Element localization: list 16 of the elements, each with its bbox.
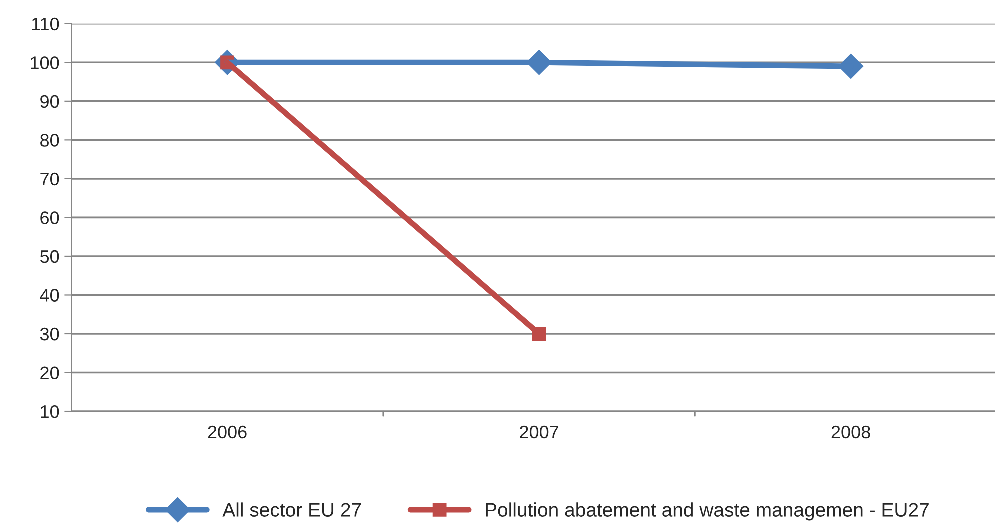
y-tick-label: 20 bbox=[40, 366, 60, 380]
y-tick-label: 30 bbox=[40, 328, 60, 341]
x-tick-label: 2007 bbox=[520, 426, 558, 439]
y-tick-label: 40 bbox=[40, 289, 60, 302]
y-tick-label: 110 bbox=[32, 18, 60, 31]
x-tick-label: 2006 bbox=[208, 426, 247, 439]
legend-label: All sector EU 27 bbox=[222, 502, 362, 517]
y-tick-label: 80 bbox=[40, 134, 60, 147]
y-tick-label: 60 bbox=[40, 212, 60, 224]
x-tick-label: 2008 bbox=[832, 426, 870, 439]
legend-label: Pollution abatement and waste managemen - EU27 bbox=[486, 502, 929, 521]
y-tick-label: 50 bbox=[40, 250, 60, 264]
y-tick-label: 10 bbox=[41, 405, 60, 418]
y-tick-label: 100 bbox=[31, 56, 60, 70]
y-tick-label: 90 bbox=[40, 95, 60, 108]
y-tick-label: 70 bbox=[40, 172, 60, 186]
